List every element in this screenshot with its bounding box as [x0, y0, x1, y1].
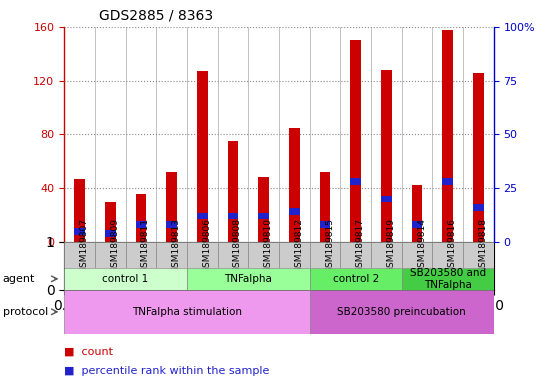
Bar [350, 40, 361, 242]
Text: GSM189812: GSM189812 [295, 218, 304, 273]
Bar [64, 290, 310, 334]
Bar [166, 221, 177, 228]
Bar [248, 242, 279, 268]
Bar [218, 242, 248, 268]
Bar [320, 172, 330, 242]
Bar [187, 268, 310, 290]
Bar [258, 177, 269, 242]
Bar [402, 268, 494, 290]
Bar [402, 242, 432, 268]
Bar [64, 268, 187, 290]
Bar [381, 195, 392, 202]
Bar [197, 213, 208, 220]
Text: control 1: control 1 [103, 274, 148, 284]
Bar [258, 213, 269, 220]
Bar [473, 73, 484, 242]
Bar [74, 228, 85, 235]
Text: GSM189816: GSM189816 [448, 218, 457, 273]
Bar [105, 202, 116, 242]
Text: GSM189807: GSM189807 [79, 218, 89, 273]
Text: GSM189819: GSM189819 [386, 218, 396, 273]
Bar [350, 178, 361, 185]
Text: SB203580 and
TNFalpha: SB203580 and TNFalpha [410, 268, 486, 290]
Bar [289, 209, 300, 215]
Text: GSM189818: GSM189818 [478, 218, 488, 273]
Bar [320, 221, 330, 228]
Bar [228, 213, 238, 220]
Bar [442, 30, 453, 242]
Bar [463, 242, 494, 268]
Text: SB203580 preincubation: SB203580 preincubation [338, 307, 466, 317]
Text: GSM189815: GSM189815 [325, 218, 334, 273]
Text: TNFalpha stimulation: TNFalpha stimulation [132, 307, 242, 317]
Bar [412, 221, 422, 228]
Text: TNFalpha: TNFalpha [224, 274, 272, 284]
Text: GSM189814: GSM189814 [417, 218, 426, 273]
Bar [136, 194, 146, 242]
Text: GDS2885 / 8363: GDS2885 / 8363 [99, 8, 213, 22]
Bar [473, 204, 484, 211]
Bar [105, 230, 116, 237]
Bar [289, 127, 300, 242]
Text: GSM189813: GSM189813 [171, 218, 181, 273]
Text: GSM189810: GSM189810 [263, 218, 273, 273]
Bar [156, 242, 187, 268]
Text: control 2: control 2 [333, 274, 379, 284]
Text: GSM189817: GSM189817 [356, 218, 365, 273]
Bar [228, 141, 238, 242]
Text: GSM189809: GSM189809 [110, 218, 119, 273]
Bar [126, 242, 156, 268]
Text: protocol: protocol [3, 307, 48, 317]
Bar [187, 242, 218, 268]
Bar [432, 242, 463, 268]
Bar [95, 242, 126, 268]
Bar [310, 290, 494, 334]
Bar [381, 70, 392, 242]
Text: agent: agent [3, 274, 35, 284]
Bar [412, 185, 422, 242]
Bar [74, 179, 85, 242]
Bar [371, 242, 402, 268]
Bar [64, 242, 95, 268]
Text: ■  percentile rank within the sample: ■ percentile rank within the sample [64, 366, 270, 376]
Text: ■  count: ■ count [64, 347, 113, 357]
Bar [310, 268, 402, 290]
Bar [340, 242, 371, 268]
Bar [166, 172, 177, 242]
Bar [136, 221, 146, 228]
Text: GSM189811: GSM189811 [141, 218, 150, 273]
Bar [310, 242, 340, 268]
Bar [197, 71, 208, 242]
Text: GSM189806: GSM189806 [202, 218, 211, 273]
Bar [279, 242, 310, 268]
Bar [442, 178, 453, 185]
Text: GSM189808: GSM189808 [233, 218, 242, 273]
